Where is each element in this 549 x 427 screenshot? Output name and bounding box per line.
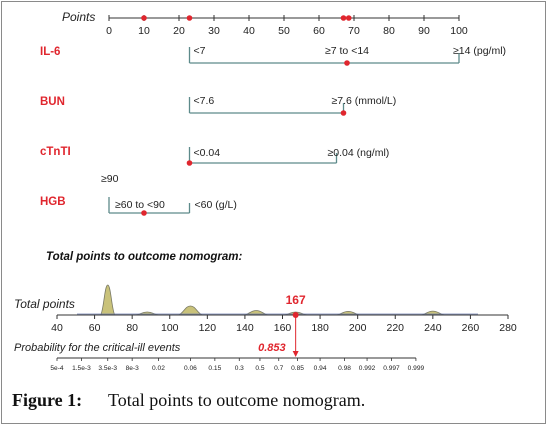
total-tick-label: 280 <box>499 322 517 334</box>
points-tick-label: 20 <box>173 25 185 37</box>
points-tick-label: 80 <box>383 25 395 37</box>
total-points-dot <box>292 312 299 318</box>
probability-tick-label: 5e-4 <box>50 365 64 372</box>
probability-scale: 5e-4 1.5e-3 3.5e-3 8e-3 0.02 0.06 0.15 0.3 0.5 0.… <box>50 357 425 372</box>
total-tick-label: 80 <box>126 322 138 334</box>
probability-tick-label: 0.98 <box>338 365 351 372</box>
probability-tick-label: 0.02 <box>152 365 165 372</box>
variable-name: cTnTI <box>40 146 71 158</box>
probability-value: 0.853 <box>258 342 286 354</box>
variable-level-label: ≥60 to <90 <box>115 199 165 211</box>
points-tick-label: 90 <box>418 25 430 37</box>
probability-tick-label: 1.5e-3 <box>72 365 91 372</box>
points-marker-dot <box>141 15 147 21</box>
variable-selected-dot <box>141 210 147 216</box>
points-tick-label: 30 <box>208 25 220 37</box>
variable-level-label: ≥90 <box>101 173 119 185</box>
variable-rows: IL-6 <7 ≥7 to <14 ≥14 (pg/ml) BUN <7.6 ≥7.6 (m… <box>40 45 506 216</box>
variable-level-label: <60 (g/L) <box>195 199 237 211</box>
variable-row-bun: BUN <7.6 ≥7.6 (mmol/L) <box>40 95 396 116</box>
variable-level-label: ≥7 to <14 <box>325 45 369 57</box>
total-tick-label: 260 <box>462 322 480 334</box>
variable-row-il-6: IL-6 <7 ≥7 to <14 ≥14 (pg/ml) <box>40 45 506 66</box>
points-tick-label: 100 <box>450 25 468 37</box>
total-tick-label: 40 <box>51 322 63 334</box>
variable-selected-dot <box>340 110 347 116</box>
probability-tick-label: 0.999 <box>408 365 425 372</box>
figure-caption-text: Total points to outcome nomogram. <box>108 390 365 410</box>
variable-level-label: <7.6 <box>194 95 215 107</box>
variable-selected-dot <box>186 160 193 166</box>
points-scale-label: Points <box>62 10 95 24</box>
points-scale: 0 10 20 30 40 50 60 70 80 90 100 <box>106 15 468 37</box>
density-peak <box>336 310 361 316</box>
probability-tick-label: 0.997 <box>383 365 400 372</box>
total-tick-label: 140 <box>236 322 254 334</box>
section-title: Total points to outcome nomogram: <box>46 251 243 263</box>
density-peak <box>178 305 203 316</box>
total-tick-label: 60 <box>89 322 101 334</box>
probability-tick-label: 0.94 <box>314 365 327 372</box>
variable-selected-dot <box>344 60 350 66</box>
probability-tick-label: 0.85 <box>291 365 304 372</box>
probability-tick-label: 0.5 <box>255 365 264 372</box>
total-tick-label: 160 <box>274 322 292 334</box>
points-tick-label: 50 <box>278 25 290 37</box>
points-marker-dot <box>345 15 352 21</box>
points-tick-label: 70 <box>348 25 360 37</box>
variable-level-label: <7 <box>194 45 206 57</box>
variable-level-label: ≥0.04 (ng/ml) <box>328 147 390 159</box>
total-tick-label: 120 <box>199 322 217 334</box>
total-points-label: Total points <box>14 297 75 311</box>
density-peak <box>420 310 445 316</box>
probability-label: Probability for the critical-ill events <box>14 342 181 354</box>
total-tick-label: 180 <box>311 322 329 334</box>
projection-arrow <box>292 351 299 357</box>
variable-name: BUN <box>40 96 65 108</box>
variable-name: IL-6 <box>40 46 60 58</box>
probability-tick-label: 0.992 <box>359 365 376 372</box>
figure-caption-label: Figure 1: <box>12 390 82 410</box>
variable-level-label: ≥14 (pg/ml) <box>453 45 506 57</box>
points-tick-label: 40 <box>243 25 255 37</box>
points-tick-label: 0 <box>106 25 112 37</box>
variable-level-label: <0.04 <box>194 147 221 159</box>
points-marker-dot <box>186 15 193 21</box>
total-tick-label: 240 <box>424 322 442 334</box>
probability-tick-label: 0.15 <box>208 365 221 372</box>
variable-row-hgb: HGB ≥90 ≥60 to <90 <60 (g/L) <box>40 173 237 216</box>
points-markers <box>141 15 352 21</box>
probability-tick-label: 3.5e-3 <box>98 365 117 372</box>
total-tick-label: 220 <box>386 322 404 334</box>
variable-name: HGB <box>40 196 66 208</box>
probability-tick-label: 0.7 <box>274 365 283 372</box>
variable-level-label: ≥7.6 (mmol/L) <box>332 95 397 107</box>
total-points-scale: 40 60 80 100 120 140 160 180 200 220 240 260 280 <box>51 314 517 334</box>
total-points-value: 167 <box>286 293 306 307</box>
total-points-marker: 167 0.853 <box>258 293 306 357</box>
probability-tick-label: 0.3 <box>235 365 244 372</box>
total-tick-label: 100 <box>161 322 179 334</box>
points-tick-label: 10 <box>138 25 150 37</box>
points-marker-dot <box>340 15 347 21</box>
density-peak <box>100 284 116 316</box>
total-tick-label: 200 <box>349 322 367 334</box>
points-tick-label: 60 <box>313 25 325 37</box>
total-points-density <box>77 284 478 316</box>
probability-tick-label: 0.06 <box>184 365 197 372</box>
probability-tick-label: 8e-3 <box>126 365 140 372</box>
variable-row-ctnti: cTnTI <0.04 ≥0.04 (ng/ml) <box>40 146 389 166</box>
